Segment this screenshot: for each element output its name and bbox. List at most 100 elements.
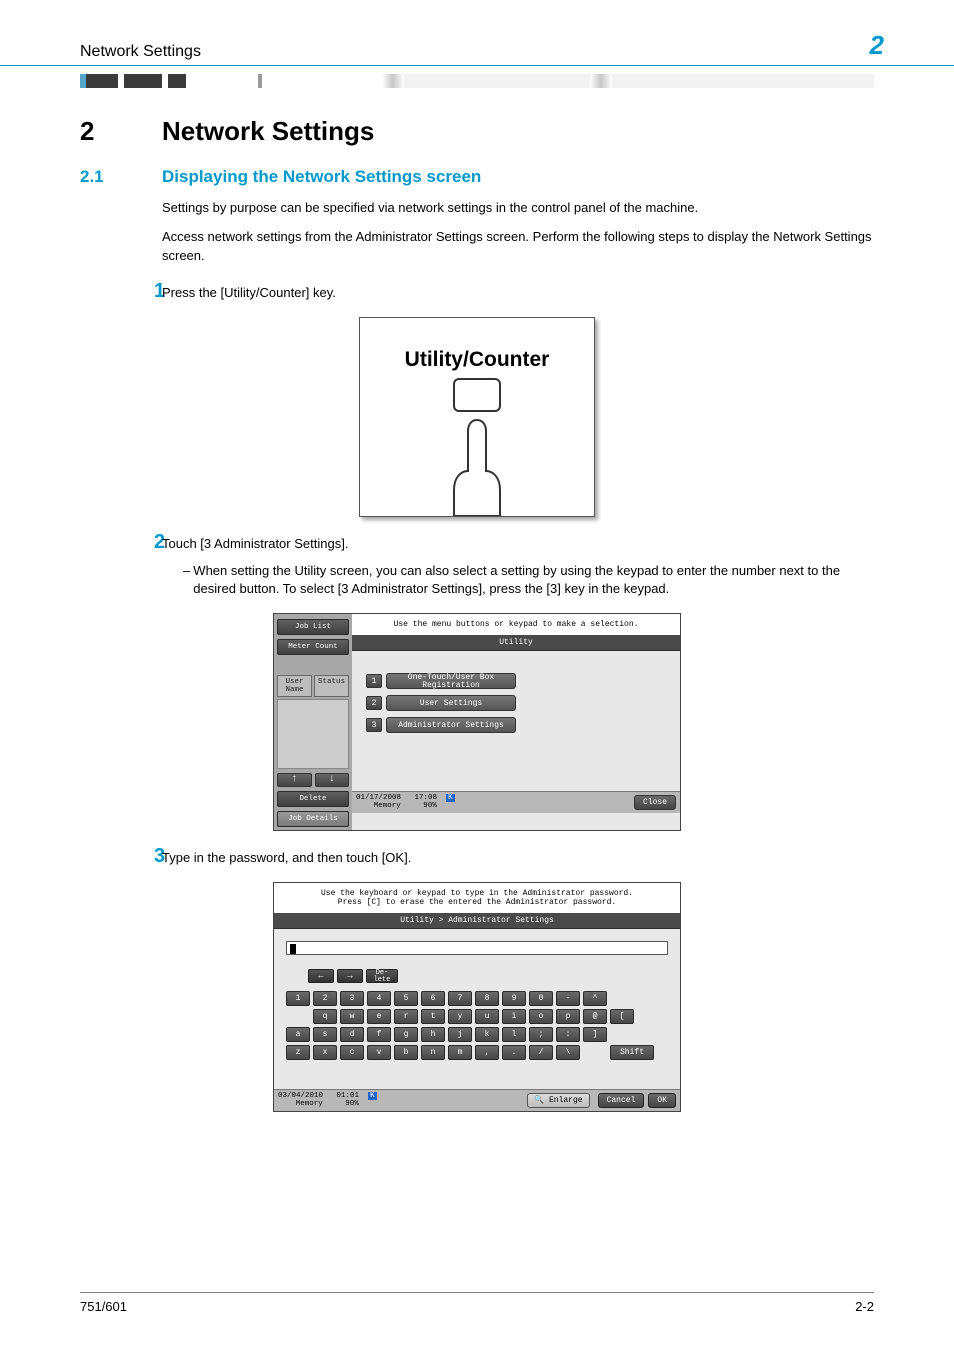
- key-7[interactable]: 7: [448, 991, 472, 1006]
- key-3[interactable]: 3: [340, 991, 364, 1006]
- key-/[interactable]: /: [529, 1045, 553, 1060]
- kb-nav: ← → De- lete: [308, 969, 668, 983]
- key-4[interactable]: 4: [367, 991, 391, 1006]
- key-y[interactable]: y: [448, 1009, 472, 1024]
- key-n[interactable]: n: [421, 1045, 445, 1060]
- lcd3-mem-label: Memory: [296, 1100, 323, 1108]
- key-p[interactable]: p: [556, 1009, 580, 1024]
- status-date: 01/17/2008: [356, 794, 401, 802]
- key-,[interactable]: ,: [475, 1045, 499, 1060]
- key-8[interactable]: 8: [475, 991, 499, 1006]
- ok-button[interactable]: OK: [648, 1093, 676, 1108]
- lcd3-time: 01:01: [337, 1092, 360, 1100]
- kb-delete-button[interactable]: De- lete: [366, 969, 398, 983]
- meter-count-button[interactable]: Meter Count: [277, 639, 349, 655]
- utility-counter-label: Utility/Counter: [360, 318, 594, 372]
- key-k[interactable]: k: [475, 1027, 499, 1042]
- step-1: 1 Press the [Utility/Counter] key.: [80, 280, 874, 303]
- key-e[interactable]: e: [367, 1009, 391, 1024]
- username-tab[interactable]: User Name: [277, 675, 312, 697]
- decor-segment: [590, 74, 612, 88]
- key-6[interactable]: 6: [421, 991, 445, 1006]
- key-m[interactable]: m: [448, 1045, 472, 1060]
- key-t[interactable]: t: [421, 1009, 445, 1024]
- step-3-number: 3: [80, 845, 162, 868]
- keyboard-row: zxcvbnm,./\ Shift: [286, 1045, 668, 1060]
- key-\[interactable]: \: [556, 1045, 580, 1060]
- keyboard-rows: 1234567890-^ qwertyuiop@[ asdfghjkl;:] zxcv…: [286, 991, 668, 1060]
- key-g[interactable]: g: [394, 1027, 418, 1042]
- key-x[interactable]: x: [313, 1045, 337, 1060]
- key-h[interactable]: h: [421, 1027, 445, 1042]
- key-w[interactable]: w: [340, 1009, 364, 1024]
- key-b[interactable]: b: [394, 1045, 418, 1060]
- content: 2Network Settings 2.1Displaying the Netw…: [0, 88, 954, 1112]
- key-f[interactable]: f: [367, 1027, 391, 1042]
- key-i[interactable]: i: [502, 1009, 526, 1024]
- key-[[interactable]: [: [610, 1009, 634, 1024]
- key-o[interactable]: o: [529, 1009, 553, 1024]
- intro-p2: Access network settings from the Adminis…: [162, 228, 874, 266]
- key-2[interactable]: 2: [313, 991, 337, 1006]
- key-1[interactable]: 1: [286, 991, 310, 1006]
- lcd3-hint: Use the keyboard or keypad to type in th…: [274, 883, 680, 913]
- key-c[interactable]: c: [340, 1045, 364, 1060]
- key-@[interactable]: @: [583, 1009, 607, 1024]
- up-arrow-icon[interactable]: ↑: [277, 773, 312, 787]
- lcd-breadcrumb: Utility: [352, 635, 680, 651]
- intro-block: Settings by purpose can be specified via…: [162, 199, 874, 266]
- key-r[interactable]: r: [394, 1009, 418, 1024]
- key-z[interactable]: z: [286, 1045, 310, 1060]
- decor-segment: [404, 74, 590, 88]
- key-.[interactable]: .: [502, 1045, 526, 1060]
- shift-key[interactable]: Shift: [610, 1045, 654, 1060]
- step-2-bullet-text: When setting the Utility screen, you can…: [193, 562, 874, 600]
- job-details-button[interactable]: Job Details: [277, 811, 349, 827]
- decor-segment: [168, 74, 186, 88]
- lcd-hint: Use the menu buttons or keypad to make a…: [352, 614, 680, 635]
- enlarge-button[interactable]: 🔍 Enlarge: [527, 1093, 589, 1108]
- decor-segment: [124, 74, 162, 88]
- figure-1: Utility/Counter: [80, 317, 874, 517]
- key--[interactable]: -: [556, 991, 580, 1006]
- close-button[interactable]: Close: [634, 795, 676, 810]
- lcd-utility-screen: Job List Meter Count User Name Status ↑ …: [273, 613, 681, 831]
- key-a[interactable]: a: [286, 1027, 310, 1042]
- key-][interactable]: ]: [583, 1027, 607, 1042]
- password-field[interactable]: [286, 941, 668, 955]
- status-icon: K: [446, 794, 455, 802]
- key-q[interactable]: q: [313, 1009, 337, 1024]
- chapter-title: Network Settings: [162, 116, 374, 146]
- left-arrow-icon[interactable]: ←: [308, 969, 334, 983]
- status-tab[interactable]: Status: [314, 675, 349, 697]
- menu-item[interactable]: 3Administrator Settings: [366, 717, 666, 733]
- key-^[interactable]: ^: [583, 991, 607, 1006]
- menu-item[interactable]: 2User Settings: [366, 695, 666, 711]
- header-page-number: 2: [870, 30, 884, 61]
- job-list-button[interactable]: Job List: [277, 619, 349, 635]
- key-5[interactable]: 5: [394, 991, 418, 1006]
- page-footer: 751/601 2-2: [80, 1292, 874, 1314]
- key-l[interactable]: l: [502, 1027, 526, 1042]
- key-v[interactable]: v: [367, 1045, 391, 1060]
- lcd3-mem: 90%: [345, 1100, 359, 1108]
- cursor-icon: [290, 944, 296, 954]
- key-u[interactable]: u: [475, 1009, 499, 1024]
- step-3-text: Type in the password, and then touch [OK…: [162, 845, 874, 868]
- key-;[interactable]: ;: [529, 1027, 553, 1042]
- key-0[interactable]: 0: [529, 991, 553, 1006]
- decor-bar: [0, 74, 954, 88]
- key-s[interactable]: s: [313, 1027, 337, 1042]
- down-arrow-icon[interactable]: ↓: [315, 773, 350, 787]
- lcd-menu-area: 1One-Touch/User Box Registration 2User Se…: [352, 651, 680, 791]
- keyboard-row: qwertyuiop@[: [286, 1009, 668, 1024]
- key-d[interactable]: d: [340, 1027, 364, 1042]
- menu-item[interactable]: 1One-Touch/User Box Registration: [366, 673, 666, 689]
- key-9[interactable]: 9: [502, 991, 526, 1006]
- menu-item-label: Administrator Settings: [386, 717, 516, 733]
- delete-button[interactable]: Delete: [277, 791, 349, 807]
- right-arrow-icon[interactable]: →: [337, 969, 363, 983]
- cancel-button[interactable]: Cancel: [598, 1093, 645, 1108]
- key-j[interactable]: j: [448, 1027, 472, 1042]
- key-:[interactable]: :: [556, 1027, 580, 1042]
